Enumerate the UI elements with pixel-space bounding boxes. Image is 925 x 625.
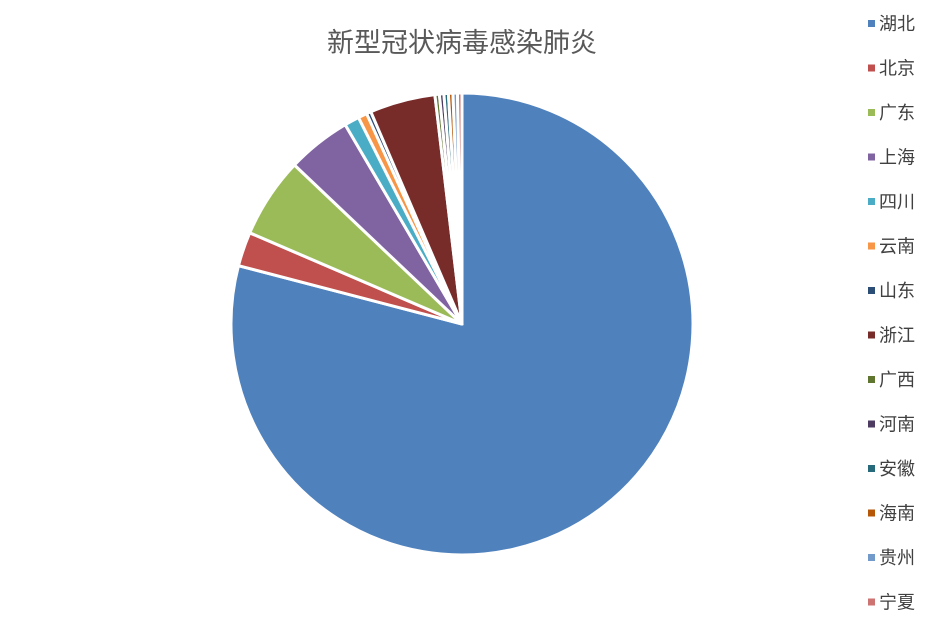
legend-swatch (868, 64, 875, 72)
legend-label: 安徽 (879, 459, 915, 480)
legend-label: 北京 (879, 59, 915, 80)
legend-label: 宁夏 (879, 593, 915, 614)
legend-label: 广西 (879, 370, 915, 391)
legend-swatch (868, 420, 875, 428)
legend-item-贵州: 贵州 (868, 548, 915, 569)
legend-item-山东: 山东 (868, 281, 915, 302)
legend-label: 云南 (879, 237, 915, 258)
legend-item-宁夏: 宁夏 (868, 593, 915, 614)
legend-swatch (868, 242, 875, 250)
legend-item-上海: 上海 (868, 148, 915, 169)
legend-swatch (868, 376, 875, 383)
legend-label: 上海 (879, 148, 915, 169)
legend-item-广西: 广西 (868, 370, 915, 391)
legend-label: 四川 (879, 192, 915, 213)
legend-item-四川: 四川 (868, 192, 915, 213)
legend-label: 河南 (879, 415, 915, 436)
legend-swatch (868, 554, 875, 561)
legend-item-浙江: 浙江 (868, 326, 915, 347)
pie-slice-宁夏 (455, 91, 464, 326)
legend-item-云南: 云南 (868, 237, 915, 258)
legend-item-湖北: 湖北 (868, 14, 915, 35)
legend-label: 浙江 (879, 326, 915, 347)
legend-item-安徽: 安徽 (868, 459, 915, 480)
legend-swatch (868, 598, 875, 606)
chart-title: 新型冠状病毒感染肺炎 (327, 28, 597, 59)
legend-swatch (868, 153, 875, 161)
legend-label: 贵州 (879, 548, 915, 569)
legend-item-河南: 河南 (868, 415, 915, 436)
legend-swatch (868, 509, 875, 517)
legend-swatch (868, 109, 875, 116)
legend-label: 广东 (879, 103, 915, 124)
legend-swatch (868, 198, 875, 205)
legend-swatch (868, 331, 875, 339)
legend-swatch (868, 287, 875, 294)
legend-item-广东: 广东 (868, 103, 915, 124)
legend-item-海南: 海南 (868, 504, 915, 525)
legend-swatch (868, 465, 875, 472)
legend-item-北京: 北京 (868, 59, 915, 80)
legend-label: 山东 (879, 281, 915, 302)
legend-label: 海南 (879, 504, 915, 525)
legend-label: 湖北 (879, 14, 915, 35)
legend-swatch (868, 20, 875, 27)
pie-slices (229, 91, 695, 557)
